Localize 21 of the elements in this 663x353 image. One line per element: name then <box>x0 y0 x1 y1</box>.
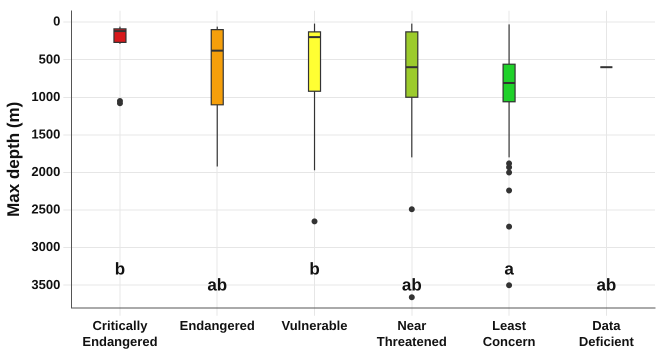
x-tick-label: Near Threatened <box>376 318 447 349</box>
annotation: b <box>309 259 320 278</box>
annotation: ab <box>207 275 228 294</box>
y-tick-label: 3000 <box>31 239 60 254</box>
y-tick-label: 2000 <box>31 164 60 180</box>
x-tick-label: Data Deficient <box>578 318 634 349</box>
annotation: a <box>504 259 514 278</box>
y-tick-label: 1000 <box>31 88 60 104</box>
y-tick-label: 1500 <box>31 126 60 142</box>
x-tick-label: Endangered <box>180 318 255 334</box>
y-axis-title: Max depth (m) <box>4 102 23 217</box>
x-tick-label: Least Concern <box>482 318 536 349</box>
annotation: ab <box>402 275 422 294</box>
x-tick-label: Vulnerable <box>282 318 348 334</box>
y-tick-label: 3500 <box>31 276 60 292</box>
x-tick-label: Critically Endangered <box>82 318 158 349</box>
y-tick-label: 2500 <box>31 202 60 217</box>
y-tick-label: 0 <box>53 14 60 29</box>
annotation: b <box>114 259 126 278</box>
y-tick-label: 500 <box>38 51 60 66</box>
annotation: ab <box>596 275 616 294</box>
